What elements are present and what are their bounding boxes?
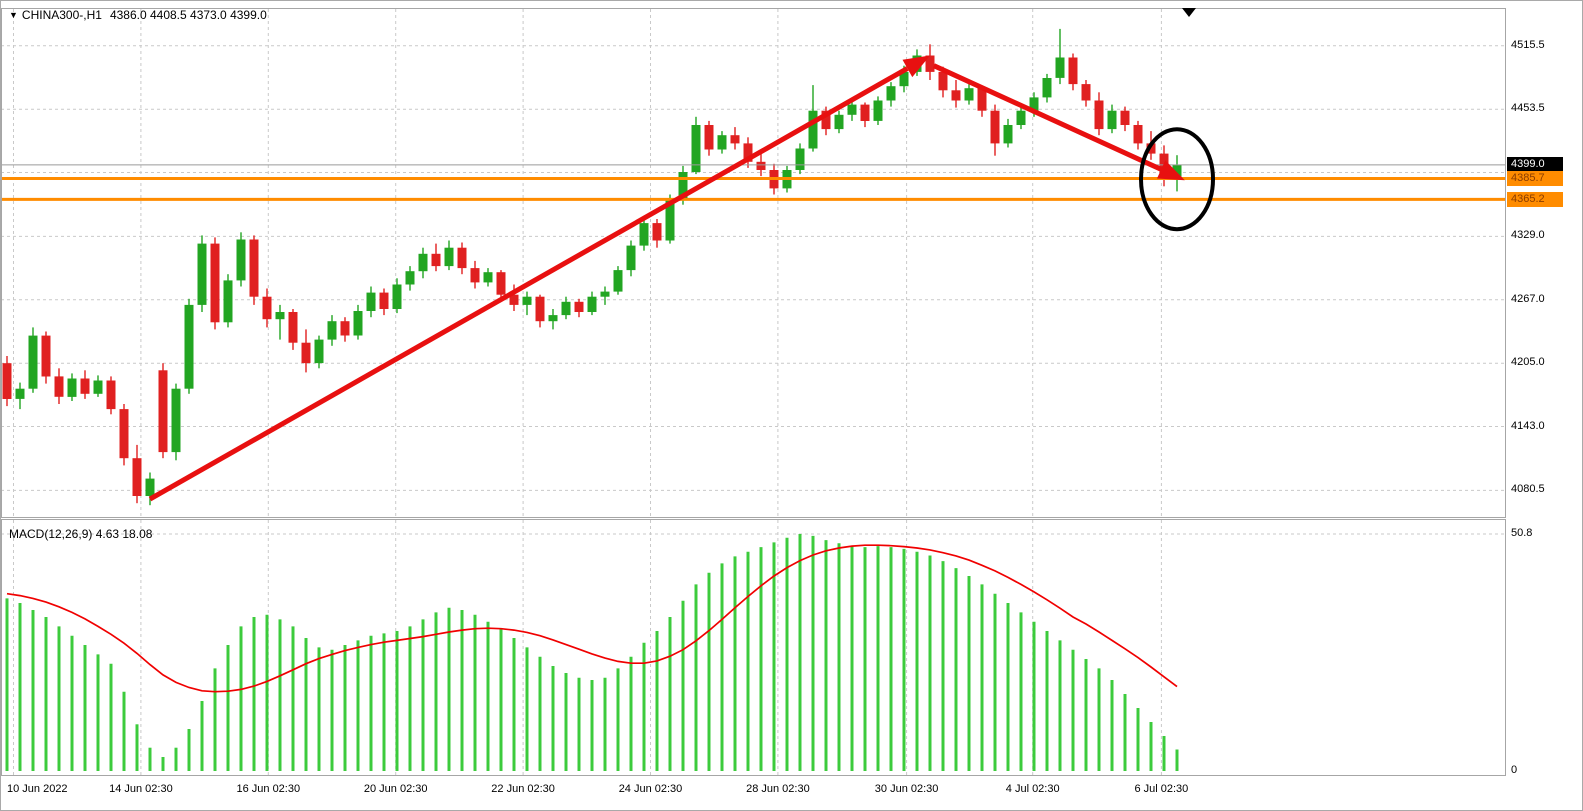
highlight-ellipse[interactable] xyxy=(1139,127,1215,232)
ohlc-values: 4386.0 4408.5 4373.0 4399.0 xyxy=(109,8,267,22)
panel-borders xyxy=(1,8,1506,776)
candles xyxy=(2,28,1182,506)
level-price-tag-upper: 4385.7 xyxy=(1507,171,1563,186)
macd-signal-line xyxy=(6,544,1178,693)
symbol-name: CHINA300-,H1 xyxy=(21,8,102,22)
chart-shift-marker[interactable] xyxy=(1182,8,1196,17)
symbol-marker-icon: ▼ xyxy=(9,10,18,20)
chart-title: ▼ CHINA300-,H1 4386.0 4408.5 4373.0 4399.0 xyxy=(9,8,267,22)
macd-indicator-label: MACD(12,26,9) 4.63 18.08 xyxy=(9,527,153,541)
trend-arrows[interactable] xyxy=(148,55,1185,502)
macd-histogram xyxy=(5,534,1179,771)
level-price-tag-lower: 4365.2 xyxy=(1507,191,1563,207)
bid-price-tag: 4399.0 xyxy=(1507,157,1563,173)
horizontal-level-lines[interactable] xyxy=(1,177,1505,201)
